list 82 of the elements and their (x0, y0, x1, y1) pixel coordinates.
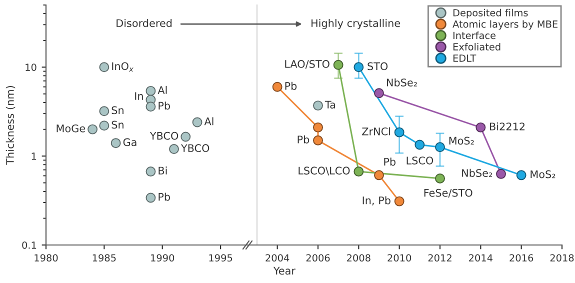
point (146, 166, 156, 177)
annotation: Sn (112, 120, 124, 129)
point (146, 192, 156, 203)
point (88, 124, 98, 134)
annotation: LSCO (406, 156, 434, 164)
point (110, 138, 121, 148)
annotation: LSCO\LCO (298, 166, 350, 176)
legend-label: EDLT (453, 54, 476, 62)
annotation: Ga (123, 138, 136, 146)
annotation: In, Pb (362, 196, 390, 206)
x-tick-label: 1990 (151, 254, 174, 262)
point (180, 132, 191, 142)
annotation: Pb (158, 102, 170, 110)
x-tick-label: 2008 (347, 254, 370, 262)
point (476, 122, 486, 132)
point (374, 88, 384, 98)
point (99, 62, 110, 72)
point (192, 117, 202, 128)
annotation: In (135, 92, 143, 100)
x-tick-label: 2016 (510, 254, 534, 262)
point (354, 62, 364, 72)
x-tick-label: 2012 (428, 254, 452, 262)
annotation: YBCO (180, 144, 210, 152)
y-tick-label: 10 (26, 64, 36, 71)
point (272, 82, 282, 92)
point (313, 100, 323, 111)
x-tick-label: 2018 (550, 254, 574, 262)
annotation: NbSe₂ (462, 168, 492, 177)
legend-label: Exfoliated (453, 42, 500, 50)
x-tick-label: 1980 (34, 254, 58, 262)
annotation: MoS₂ (530, 170, 556, 178)
point (169, 144, 179, 154)
x-tick-label: 1985 (92, 254, 116, 262)
x-tick-label: 1995 (209, 254, 232, 262)
annotation: Sn (112, 106, 124, 114)
point (99, 106, 110, 116)
annotation: LAO/STO (285, 60, 330, 69)
point (333, 60, 344, 70)
annotation: Pb (298, 135, 310, 144)
point (394, 196, 404, 206)
y-tick-label: 1 (32, 152, 36, 160)
annotation: Al (204, 117, 214, 126)
point (435, 173, 445, 184)
annotation: YBCO (150, 132, 178, 140)
annotation: InO$_{x}$ (112, 62, 134, 72)
legend-label: Deposited films (453, 8, 528, 18)
x-tick-label: 2006 (306, 254, 330, 262)
annotation: Al (158, 86, 167, 94)
annotation: MoGe (56, 124, 86, 132)
annotation: Highly crystalline (312, 19, 400, 30)
point (313, 122, 323, 132)
x-tick-label: 2004 (266, 254, 290, 262)
point (354, 166, 364, 177)
point (394, 127, 404, 138)
x-tick-label: 2014 (469, 254, 492, 262)
legend-label: Atomic layers by MBE (452, 20, 558, 30)
annotation: Bi (158, 166, 167, 174)
annotation: Pb (285, 82, 297, 90)
point (435, 142, 445, 152)
point (99, 120, 110, 131)
annotation: NbSe₂ (386, 78, 417, 86)
annotation: Pb (384, 158, 396, 166)
x-tick-label: 2010 (388, 254, 412, 262)
x-axis-title: Year (273, 266, 296, 275)
point (146, 102, 156, 112)
point (313, 135, 323, 146)
annotation: MoS₂ (449, 136, 474, 145)
legend-label: Interface (453, 32, 496, 40)
annotation: FeSe/STO (424, 188, 472, 198)
y-axis-title: Thickness (nm) (6, 86, 16, 165)
annotation: ZrNCl (362, 127, 390, 136)
annotation: Disordered (116, 19, 172, 28)
point (146, 86, 156, 96)
point (414, 140, 425, 150)
point (374, 170, 384, 180)
annotation: Ta (324, 100, 336, 109)
point (496, 168, 506, 179)
y-tick-label: 0.1 (22, 241, 36, 249)
point (516, 170, 526, 180)
annotation: Bi2212 (490, 122, 525, 130)
annotation: Pb (158, 192, 170, 201)
annotation: STO (368, 62, 388, 70)
